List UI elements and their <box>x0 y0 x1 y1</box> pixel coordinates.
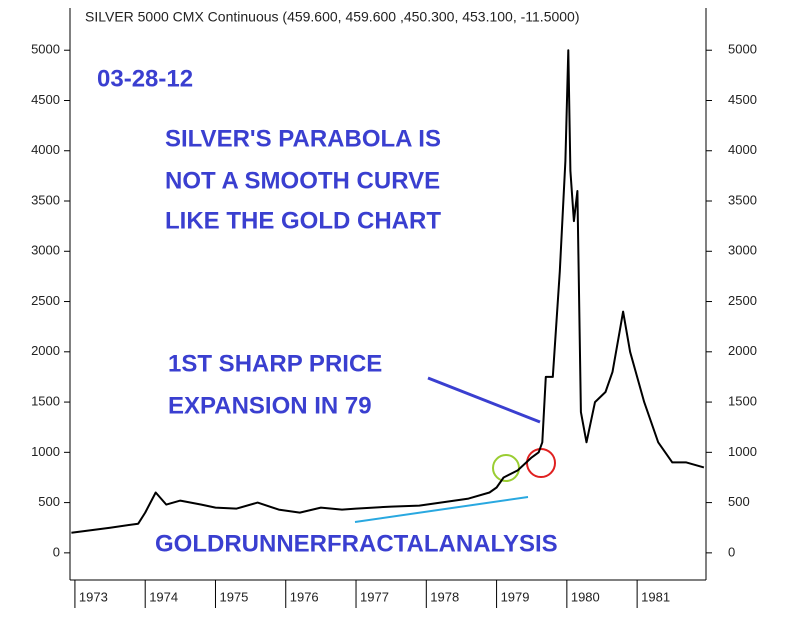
y-tick-label: 1500 <box>31 394 60 409</box>
annotation: 03-28-12 <box>97 65 193 92</box>
y-tick-label: 3000 <box>728 243 757 258</box>
y-tick-label: 2000 <box>31 343 60 358</box>
annotation: GOLDRUNNERFRACTALANALYSIS <box>155 530 558 557</box>
x-tick-label: 1977 <box>360 589 389 604</box>
annotation: EXPANSION IN 79 <box>168 392 372 419</box>
y-tick-label: 2000 <box>728 343 757 358</box>
x-tick-label: 1973 <box>79 589 108 604</box>
annotation: 1ST SHARP PRICE <box>168 350 382 377</box>
price-line <box>71 49 705 534</box>
x-tick-label: 1974 <box>149 589 178 604</box>
y-tick-label: 4000 <box>728 142 757 157</box>
y-tick-label: 4500 <box>31 92 60 107</box>
chart-title: SILVER 5000 CMX Continuous (459.600, 459… <box>85 9 580 25</box>
y-tick-label: 0 <box>53 544 60 559</box>
annotation: LIKE THE GOLD CHART <box>165 207 441 234</box>
y-tick-label: 2500 <box>728 293 757 308</box>
pointer-line <box>427 376 541 424</box>
y-tick-label: 5000 <box>728 42 757 57</box>
y-tick-label: 3500 <box>728 192 757 207</box>
y-tick-label: 3000 <box>31 243 60 258</box>
x-tick-label: 1980 <box>571 589 600 604</box>
x-tick-label: 1976 <box>290 589 319 604</box>
annotation: NOT A SMOOTH CURVE <box>165 167 440 194</box>
annotation: SILVER'S PARABOLA IS <box>165 125 441 152</box>
y-tick-label: 500 <box>728 494 750 509</box>
y-tick-label: 3500 <box>31 192 60 207</box>
trend-line <box>354 496 529 523</box>
x-tick-label: 1979 <box>501 589 530 604</box>
y-tick-label: 4000 <box>31 142 60 157</box>
y-tick-label: 1000 <box>31 444 60 459</box>
x-tick-label: 1975 <box>219 589 248 604</box>
y-tick-label: 1000 <box>728 444 757 459</box>
y-tick-label: 1500 <box>728 394 757 409</box>
x-tick-label: 1981 <box>641 589 670 604</box>
y-tick-label: 2500 <box>31 293 60 308</box>
y-tick-label: 500 <box>38 494 60 509</box>
y-tick-label: 4500 <box>728 92 757 107</box>
x-tick-label: 1978 <box>430 589 459 604</box>
y-tick-label: 5000 <box>31 42 60 57</box>
y-tick-label: 0 <box>728 544 735 559</box>
